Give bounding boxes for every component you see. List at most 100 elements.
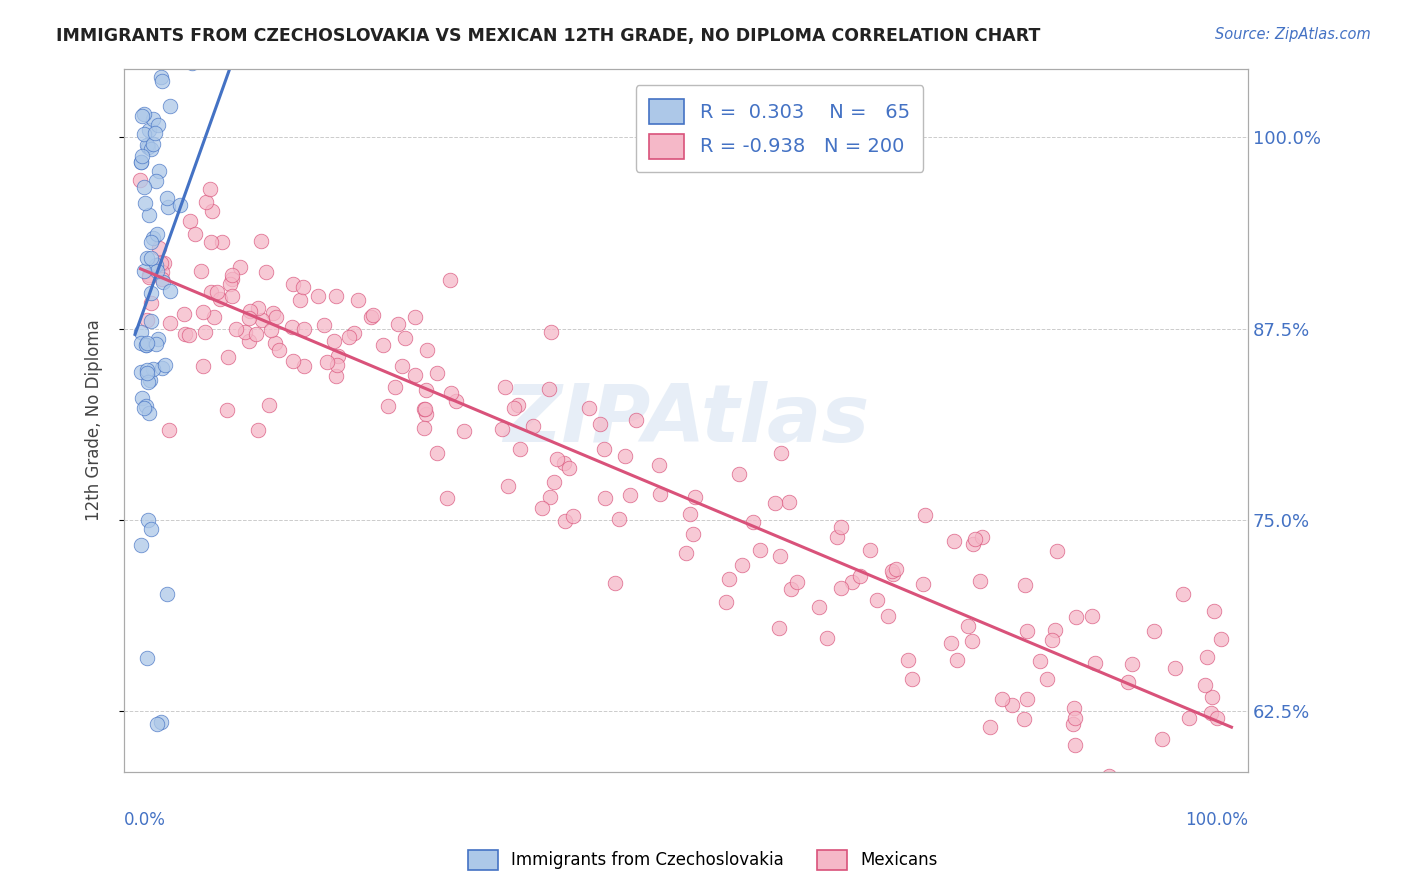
- Point: [281, 320, 304, 334]
- Point: [1097, 768, 1119, 782]
- Point: [453, 424, 475, 438]
- Point: [221, 268, 243, 282]
- Point: [195, 194, 218, 209]
- Point: [770, 445, 793, 459]
- Point: [159, 99, 181, 113]
- Point: [387, 317, 409, 331]
- Point: [969, 574, 991, 589]
- Point: [901, 673, 924, 687]
- Point: [136, 140, 159, 154]
- Point: [942, 534, 965, 549]
- Point: [146, 717, 169, 731]
- Point: [190, 264, 212, 278]
- Point: [173, 307, 195, 321]
- Point: [142, 136, 165, 151]
- Point: [281, 277, 304, 291]
- Point: [218, 277, 240, 291]
- Point: [593, 442, 616, 457]
- Point: [245, 326, 267, 341]
- Point: [323, 334, 346, 348]
- Point: [131, 155, 153, 169]
- Point: [347, 293, 370, 307]
- Point: [191, 305, 214, 319]
- Point: [962, 537, 984, 551]
- Point: [292, 359, 315, 373]
- Point: [603, 576, 626, 591]
- Point: [145, 126, 167, 140]
- Text: IMMIGRANTS FROM CZECHOSLOVAKIA VS MEXICAN 12TH GRADE, NO DIPLOMA CORRELATION CHA: IMMIGRANTS FROM CZECHOSLOVAKIA VS MEXICA…: [56, 27, 1040, 45]
- Point: [215, 402, 238, 417]
- Point: [139, 373, 162, 387]
- Point: [184, 227, 207, 241]
- Point: [896, 653, 918, 667]
- Point: [963, 532, 986, 546]
- Point: [316, 354, 339, 368]
- Point: [139, 252, 162, 266]
- Point: [830, 582, 852, 596]
- Point: [198, 181, 221, 195]
- Point: [1152, 731, 1174, 746]
- Point: [714, 594, 737, 608]
- Point: [394, 331, 416, 345]
- Point: [648, 486, 671, 500]
- Point: [1028, 654, 1050, 668]
- Point: [135, 366, 157, 380]
- Point: [217, 350, 239, 364]
- Point: [439, 273, 461, 287]
- Point: [502, 401, 524, 415]
- Point: [211, 235, 233, 249]
- Point: [250, 234, 273, 248]
- Point: [546, 451, 568, 466]
- Point: [494, 380, 516, 394]
- Point: [202, 310, 225, 325]
- Point: [159, 284, 181, 298]
- Point: [136, 313, 159, 327]
- Point: [537, 382, 560, 396]
- Point: [136, 375, 159, 389]
- Point: [841, 574, 863, 589]
- Point: [150, 256, 173, 270]
- Point: [233, 326, 256, 340]
- Point: [377, 399, 399, 413]
- Point: [156, 587, 179, 601]
- Point: [343, 326, 366, 340]
- Point: [148, 242, 170, 256]
- Y-axis label: 12th Grade, No Diploma: 12th Grade, No Diploma: [86, 319, 103, 521]
- Point: [914, 508, 936, 523]
- Point: [1202, 604, 1225, 618]
- Point: [619, 488, 641, 502]
- Point: [956, 619, 979, 633]
- Point: [614, 449, 637, 463]
- Point: [174, 327, 197, 342]
- Point: [141, 296, 163, 310]
- Point: [159, 316, 181, 330]
- Point: [194, 22, 217, 37]
- Point: [135, 338, 157, 352]
- Point: [135, 363, 157, 377]
- Point: [134, 401, 156, 415]
- Point: [1064, 711, 1087, 725]
- Point: [138, 406, 160, 420]
- Point: [238, 311, 260, 326]
- Point: [741, 515, 763, 529]
- Point: [426, 366, 449, 380]
- Point: [1012, 712, 1035, 726]
- Point: [1164, 661, 1187, 675]
- Point: [169, 197, 191, 211]
- Point: [553, 457, 575, 471]
- Point: [1195, 650, 1218, 665]
- Point: [138, 123, 160, 137]
- Point: [1201, 690, 1223, 704]
- Point: [139, 142, 162, 156]
- Point: [139, 286, 162, 301]
- Point: [413, 402, 436, 417]
- Point: [225, 322, 247, 336]
- Point: [146, 227, 169, 242]
- Point: [1046, 544, 1069, 558]
- Point: [1116, 675, 1139, 690]
- Text: 100.0%: 100.0%: [1185, 811, 1249, 829]
- Point: [314, 318, 336, 332]
- Point: [292, 280, 315, 294]
- Point: [360, 310, 382, 325]
- Point: [506, 399, 529, 413]
